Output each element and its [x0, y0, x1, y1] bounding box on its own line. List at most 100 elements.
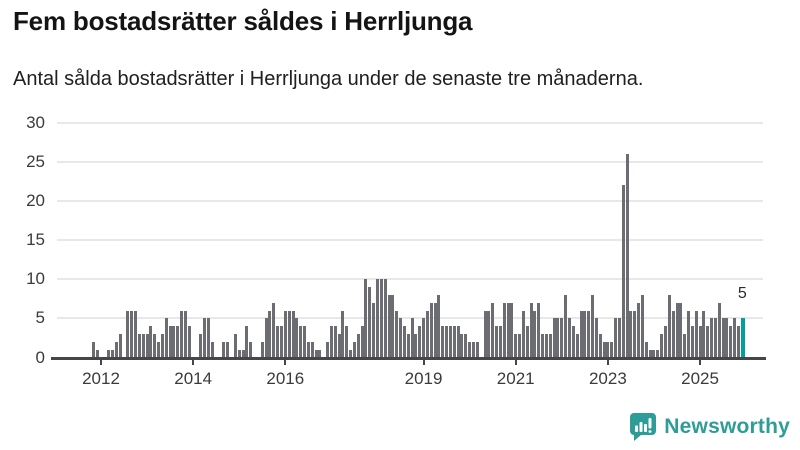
bar: [629, 310, 633, 358]
bar: [268, 310, 272, 358]
bar: [660, 334, 664, 358]
bar: [637, 302, 641, 358]
x-axis-tick-2025: [699, 359, 702, 365]
bar: [448, 326, 452, 358]
bar: [172, 326, 176, 358]
newsworthy-bar-chart-bubble-icon: [629, 412, 657, 442]
bar: [617, 318, 621, 358]
bar: [475, 341, 479, 358]
bar: [237, 349, 241, 358]
bar: [145, 334, 149, 358]
bar: [710, 318, 714, 358]
bar: [460, 334, 464, 358]
bar: [594, 318, 598, 358]
bar: [383, 279, 387, 358]
bar: [706, 326, 710, 358]
bar: [310, 341, 314, 358]
bar: [264, 318, 268, 358]
bar: [729, 326, 733, 358]
x-axis-label-2016: 2016: [266, 368, 305, 388]
bar: [510, 302, 514, 358]
bar: [667, 294, 671, 358]
bar: [233, 334, 237, 358]
bar: [372, 302, 376, 358]
x-axis-tick-2014: [192, 359, 195, 365]
bar: [303, 326, 307, 358]
y-axis-label-10: 10: [26, 269, 45, 289]
x-axis-label-2025: 2025: [681, 368, 719, 388]
bar: [364, 279, 368, 358]
x-axis-tick-2012: [100, 359, 102, 365]
bar: [456, 326, 460, 358]
bar: [210, 341, 214, 358]
bar: [291, 310, 295, 358]
bar: [180, 310, 184, 358]
bar: [425, 310, 429, 358]
bar: [245, 326, 249, 358]
bar: [487, 310, 491, 358]
bar: [241, 349, 245, 358]
bar: [422, 318, 426, 358]
bar: [337, 334, 341, 358]
bar: [326, 341, 330, 358]
bar: [260, 341, 264, 358]
bar: [690, 326, 694, 358]
gridline-10: [57, 278, 763, 281]
x-axis-tick-2023: [606, 359, 609, 365]
bar: [575, 334, 579, 358]
gridline-20: [57, 199, 763, 202]
bar: [126, 310, 130, 358]
bar: [498, 326, 502, 358]
bar: [379, 279, 383, 358]
bar: [360, 326, 364, 358]
highlight-value-label: 5: [737, 285, 747, 303]
highlighted-bar-latest-period: [740, 318, 745, 358]
bar: [279, 326, 283, 358]
bar: [160, 334, 164, 358]
bar: [199, 334, 203, 358]
bar: [468, 341, 472, 358]
bar: [141, 334, 145, 358]
bar: [352, 341, 356, 358]
bar: [502, 302, 506, 358]
bar: [329, 326, 333, 358]
bar: [717, 302, 721, 358]
bar: [713, 318, 717, 358]
bar: [287, 310, 291, 358]
y-axis-label-25: 25: [26, 151, 45, 171]
bar: [168, 326, 172, 358]
bar: [606, 341, 610, 358]
bar: [698, 326, 702, 358]
bar: [679, 302, 683, 358]
y-axis-label-20: 20: [26, 190, 45, 210]
bar: [91, 341, 95, 358]
bar: [683, 334, 687, 358]
bar: [272, 302, 276, 358]
y-axis-label-5: 5: [35, 308, 45, 328]
bar: [107, 349, 111, 358]
bar: [525, 326, 529, 358]
bar: [656, 349, 660, 358]
bar: [391, 294, 395, 358]
bar: [130, 310, 134, 358]
bar: [571, 326, 575, 358]
bar: [226, 341, 230, 358]
bar: [283, 310, 287, 358]
gridline-25: [57, 160, 763, 163]
bar: [153, 334, 157, 358]
newsworthy-logo-text: Newsworthy: [664, 415, 790, 438]
bar: [529, 302, 533, 358]
bar: [375, 279, 379, 358]
bar: [640, 294, 644, 358]
bar: [671, 310, 675, 358]
bar: [183, 310, 187, 358]
bar: [114, 341, 118, 358]
bar: [387, 294, 391, 358]
bar: [591, 294, 595, 358]
bar: [725, 318, 729, 358]
gridline-5: [57, 317, 763, 320]
bar: [149, 326, 153, 358]
bar: [207, 318, 211, 358]
y-axis-label-0: 0: [35, 347, 45, 367]
bar: [652, 349, 656, 358]
